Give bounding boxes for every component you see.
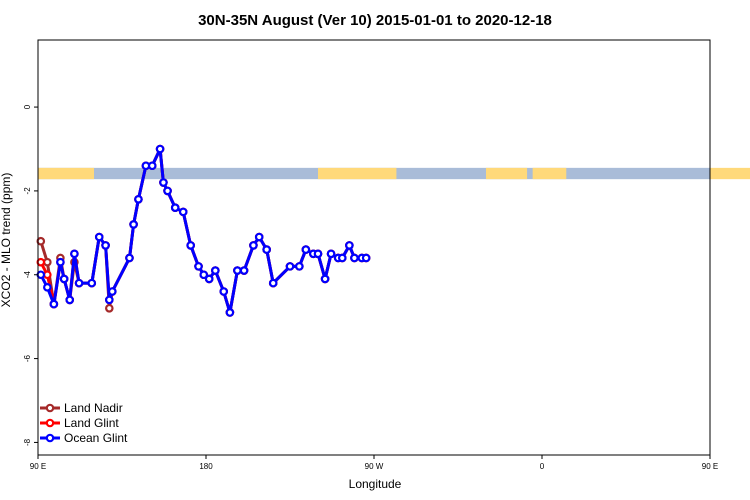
ocean-glint-point [101, 241, 110, 250]
ocean-glint-point [87, 278, 97, 288]
ocean-glint-point [262, 245, 271, 254]
y-tick-label: -4 [23, 271, 32, 279]
legend-label: Land Glint [64, 416, 119, 430]
ocean-glint-point [125, 253, 134, 263]
ocean-glint-point [285, 262, 295, 271]
ocean-glint-point [59, 274, 69, 284]
ocean-glint-point [129, 220, 138, 229]
ocean-glint-point [225, 308, 235, 317]
ocean-glint-point [219, 287, 229, 296]
ocean-glint-point [295, 262, 304, 271]
plot-frame [37, 39, 711, 456]
x-tick-label: 90 E [702, 462, 718, 471]
x-tick-label: 180 [199, 462, 213, 471]
ocean-glint-point [178, 207, 188, 217]
land-nadir-point [105, 303, 114, 313]
legend-item-land-nadir: Land Nadir [40, 401, 123, 415]
x-tick-label: 90 W [365, 462, 384, 471]
ocean-glint-point [301, 245, 311, 254]
ocean-glint-point [239, 266, 249, 275]
land-segment [532, 167, 567, 180]
ocean-glint-point [194, 262, 203, 271]
ocean-glint-point [36, 270, 46, 280]
chart-title: 30N-35N August (Ver 10) 2015-01-01 to 20… [198, 12, 552, 29]
ocean-glint-point [211, 266, 220, 275]
ocean-glint-point [147, 161, 157, 171]
land-segment [38, 167, 94, 180]
ocean-glint-point [204, 274, 214, 284]
ocean-glint-point [326, 249, 336, 259]
legend-swatch-marker [45, 403, 55, 413]
ocean-glint-point [254, 232, 264, 242]
ocean-glint-point [74, 278, 84, 288]
y-tick-label: -8 [23, 438, 32, 446]
ocean-glint-point [70, 249, 79, 259]
ocean-glint-point [320, 274, 330, 284]
ocean-glint-series [36, 144, 371, 317]
ocean-glint-point [49, 299, 59, 309]
ocean-glint-point [350, 253, 359, 263]
legend-swatch-marker [45, 418, 55, 428]
ocean-glint-point [105, 295, 114, 305]
ocean-glint-point [56, 257, 65, 267]
land-segment [318, 167, 397, 180]
ocean-glint-point [233, 266, 242, 275]
x-tick-label: 90 E [30, 462, 46, 471]
ocean-glint-point [94, 232, 104, 242]
ocean-glint-point [159, 178, 168, 187]
ocean-glint-point [170, 203, 180, 212]
ocean-glint-point [43, 283, 52, 292]
ocean-glint-point [65, 295, 75, 305]
legend-item-land-glint: Land Glint [40, 416, 119, 430]
ocean-glint-point [163, 186, 172, 196]
land-segment [486, 167, 528, 180]
ocean-glint-point [345, 241, 354, 250]
axes: 90 E 180 90 W 0 90 E 0 -2 -4 -6 -8 [23, 104, 718, 471]
ocean-glint-point [155, 144, 165, 154]
x-tick-label: 0 [540, 462, 545, 471]
ocean-glint-point [268, 278, 278, 288]
y-tick-label: -6 [23, 354, 32, 362]
ocean-glint-point [186, 241, 195, 250]
ocean-glint-point [337, 253, 347, 263]
y-tick-label: -2 [23, 187, 32, 195]
ocean-glint-point [107, 287, 117, 296]
ocean-glint-point [134, 194, 143, 204]
ocean-glint-point [361, 253, 371, 263]
y-tick-label: 0 [23, 104, 32, 109]
land-nadir-point [36, 236, 46, 246]
y-axis-label: XCO2 - MLO trend (ppm) [0, 173, 13, 308]
series-layer [36, 144, 371, 317]
land-ocean-band [38, 167, 750, 180]
legend-label: Ocean Glint [64, 431, 128, 445]
ocean-glint-point [249, 241, 258, 250]
land-segment [710, 167, 750, 180]
legend-swatch-marker [45, 433, 55, 443]
legend-label: Land Nadir [64, 401, 123, 415]
x-axis-label: Longitude [349, 477, 402, 491]
legend-item-ocean-glint: Ocean Glint [40, 431, 128, 445]
land-glint-point [36, 257, 46, 267]
ocean-glint-point [199, 270, 209, 280]
ocean-glint-point [313, 249, 323, 259]
